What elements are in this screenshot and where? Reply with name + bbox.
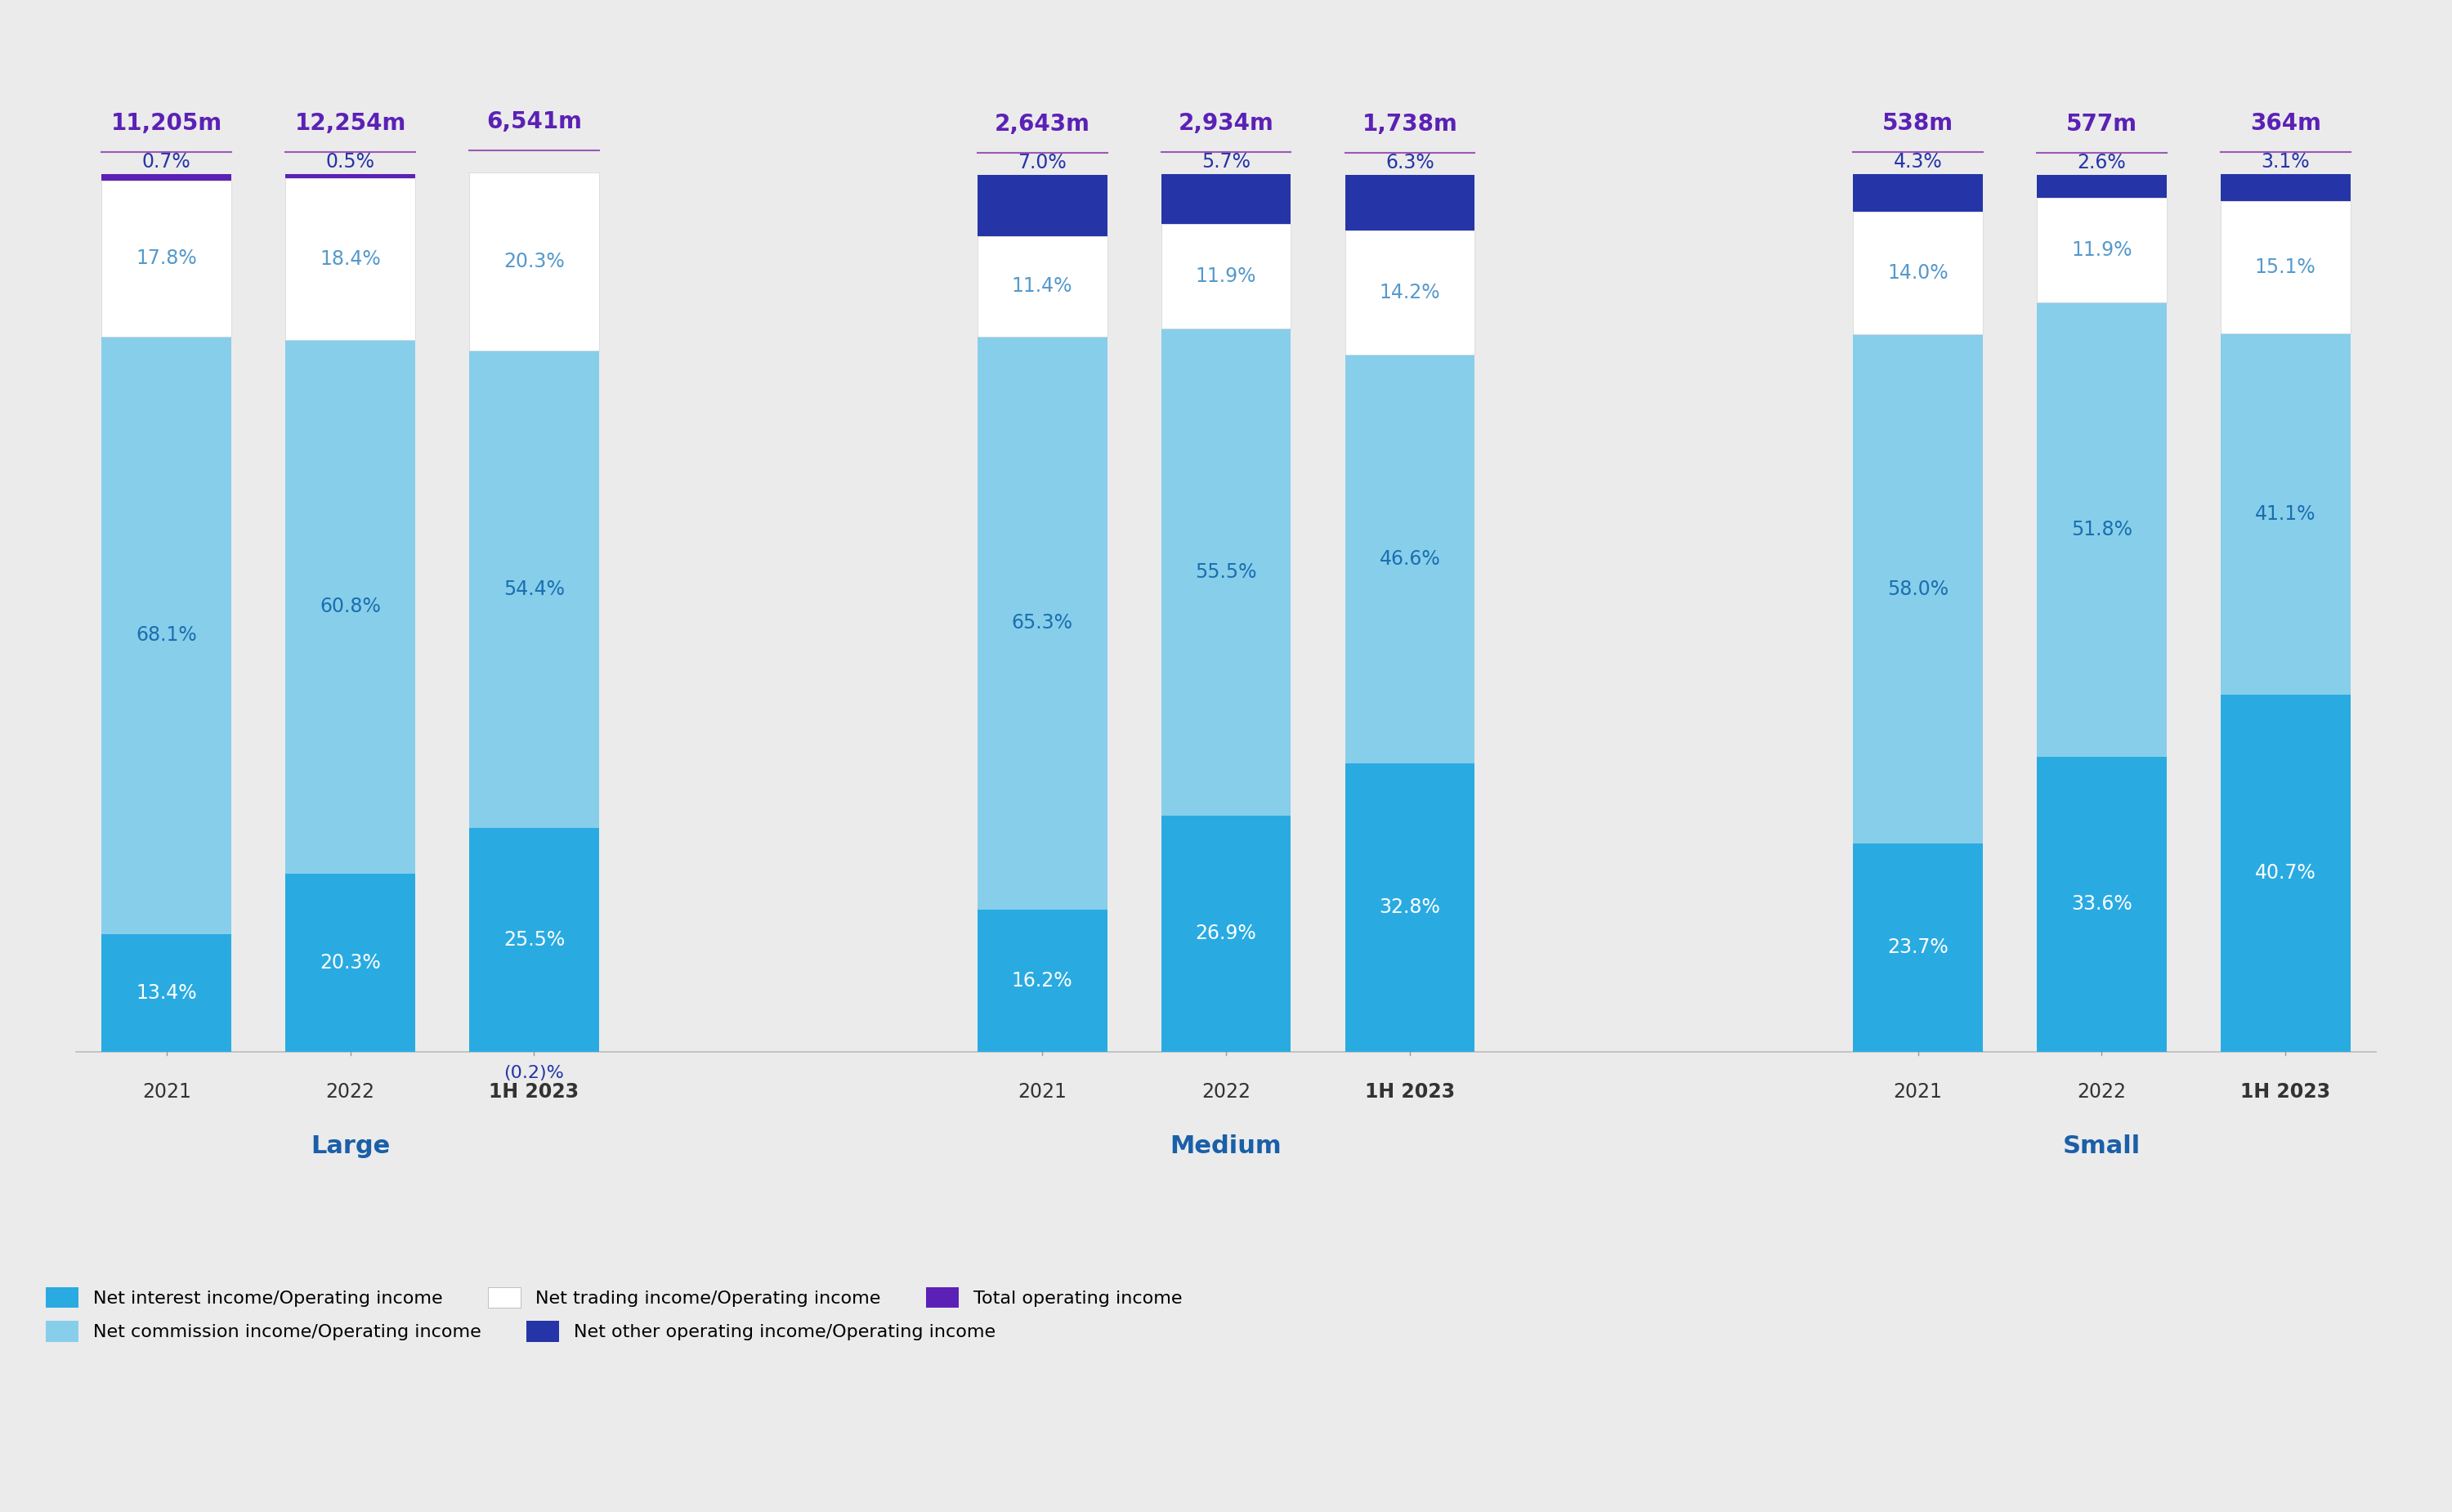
- Text: 1H 2023: 1H 2023: [1366, 1083, 1454, 1102]
- Bar: [1162, 174, 1290, 224]
- Text: 11,205m: 11,205m: [110, 112, 223, 135]
- Text: 14.2%: 14.2%: [1380, 283, 1439, 302]
- Text: 2022: 2022: [1201, 1083, 1251, 1102]
- Text: 60.8%: 60.8%: [319, 597, 380, 617]
- Text: 5.7%: 5.7%: [1201, 151, 1251, 171]
- Bar: [1162, 224, 1290, 328]
- Text: 538m: 538m: [1883, 112, 1954, 135]
- Text: 2022: 2022: [326, 1083, 375, 1102]
- Bar: [101, 336, 230, 934]
- Text: 65.3%: 65.3%: [1013, 612, 1074, 632]
- Text: 68.1%: 68.1%: [135, 626, 196, 646]
- Text: 11.9%: 11.9%: [2072, 240, 2133, 260]
- Bar: [101, 934, 230, 1051]
- Text: 13.4%: 13.4%: [135, 983, 196, 1002]
- Bar: [1162, 328, 1290, 815]
- Text: 577m: 577m: [2067, 112, 2138, 136]
- Text: 7.0%: 7.0%: [1018, 153, 1067, 172]
- Text: 1H 2023: 1H 2023: [488, 1083, 579, 1102]
- Text: 51.8%: 51.8%: [2072, 520, 2133, 540]
- Text: 11.9%: 11.9%: [1197, 266, 1255, 286]
- Text: 41.1%: 41.1%: [2256, 505, 2317, 523]
- Bar: [978, 336, 1108, 909]
- Text: Large: Large: [311, 1136, 390, 1158]
- Text: 0.7%: 0.7%: [142, 151, 191, 171]
- Bar: [978, 175, 1108, 236]
- Text: 2,934m: 2,934m: [1179, 112, 1273, 135]
- Text: 1,738m: 1,738m: [1361, 112, 1456, 136]
- Bar: [468, 172, 598, 351]
- Text: 17.8%: 17.8%: [135, 248, 196, 268]
- Bar: [284, 340, 414, 874]
- Text: 18.4%: 18.4%: [319, 249, 380, 269]
- Legend: Net commission income/Operating income, Net other operating income/Operating inc: Net commission income/Operating income, …: [47, 1321, 996, 1341]
- Text: 6,541m: 6,541m: [485, 110, 581, 133]
- Bar: [2038, 175, 2168, 198]
- Text: 2021: 2021: [1018, 1083, 1067, 1102]
- Bar: [1854, 844, 1984, 1051]
- Bar: [2222, 201, 2351, 334]
- Text: 3.1%: 3.1%: [2261, 151, 2310, 171]
- Bar: [1346, 230, 1474, 355]
- Bar: [468, 827, 598, 1051]
- Bar: [978, 236, 1108, 336]
- Bar: [2222, 334, 2351, 694]
- Bar: [2038, 302, 2168, 756]
- Bar: [1854, 334, 1984, 844]
- Bar: [101, 180, 230, 336]
- Text: 46.6%: 46.6%: [1378, 549, 1439, 569]
- Text: 20.3%: 20.3%: [319, 953, 380, 972]
- Text: Medium: Medium: [1170, 1136, 1282, 1158]
- Text: 4.3%: 4.3%: [1893, 151, 1942, 171]
- Text: 26.9%: 26.9%: [1197, 924, 1255, 943]
- Bar: [1162, 815, 1290, 1051]
- Bar: [284, 874, 414, 1051]
- Bar: [1346, 764, 1474, 1051]
- Bar: [2038, 198, 2168, 302]
- Text: 0.5%: 0.5%: [326, 151, 375, 171]
- Bar: [1854, 174, 1984, 212]
- Text: 20.3%: 20.3%: [503, 251, 564, 271]
- Text: 6.3%: 6.3%: [1385, 153, 1434, 172]
- Text: 364m: 364m: [2251, 112, 2322, 135]
- Bar: [101, 174, 230, 180]
- Bar: [978, 909, 1108, 1051]
- Bar: [1346, 355, 1474, 764]
- Text: 25.5%: 25.5%: [503, 930, 564, 950]
- Text: Small: Small: [2062, 1136, 2141, 1158]
- Text: 58.0%: 58.0%: [1888, 579, 1949, 599]
- Text: 2021: 2021: [142, 1083, 191, 1102]
- Text: 1H 2023: 1H 2023: [2241, 1083, 2329, 1102]
- Text: 2021: 2021: [1893, 1083, 1942, 1102]
- Text: 14.0%: 14.0%: [1888, 263, 1949, 283]
- Text: 2,643m: 2,643m: [996, 112, 1091, 136]
- Text: 32.8%: 32.8%: [1378, 898, 1439, 918]
- Text: 2022: 2022: [2077, 1083, 2126, 1102]
- Text: 23.7%: 23.7%: [1888, 937, 1949, 957]
- Text: 16.2%: 16.2%: [1013, 971, 1072, 990]
- Bar: [468, 351, 598, 827]
- Text: 33.6%: 33.6%: [2072, 894, 2133, 913]
- Text: 55.5%: 55.5%: [1194, 562, 1258, 582]
- Bar: [1346, 175, 1474, 230]
- Bar: [284, 174, 414, 178]
- Text: 40.7%: 40.7%: [2256, 863, 2317, 883]
- Text: 2.6%: 2.6%: [2077, 153, 2126, 172]
- Bar: [2038, 756, 2168, 1051]
- Bar: [2222, 694, 2351, 1051]
- Text: 11.4%: 11.4%: [1013, 277, 1072, 296]
- Bar: [1854, 212, 1984, 334]
- Bar: [2222, 174, 2351, 201]
- Text: 12,254m: 12,254m: [294, 112, 407, 135]
- Text: 54.4%: 54.4%: [503, 579, 564, 599]
- Bar: [284, 178, 414, 340]
- Text: 15.1%: 15.1%: [2256, 257, 2317, 277]
- Text: (0.2)%: (0.2)%: [505, 1064, 564, 1081]
